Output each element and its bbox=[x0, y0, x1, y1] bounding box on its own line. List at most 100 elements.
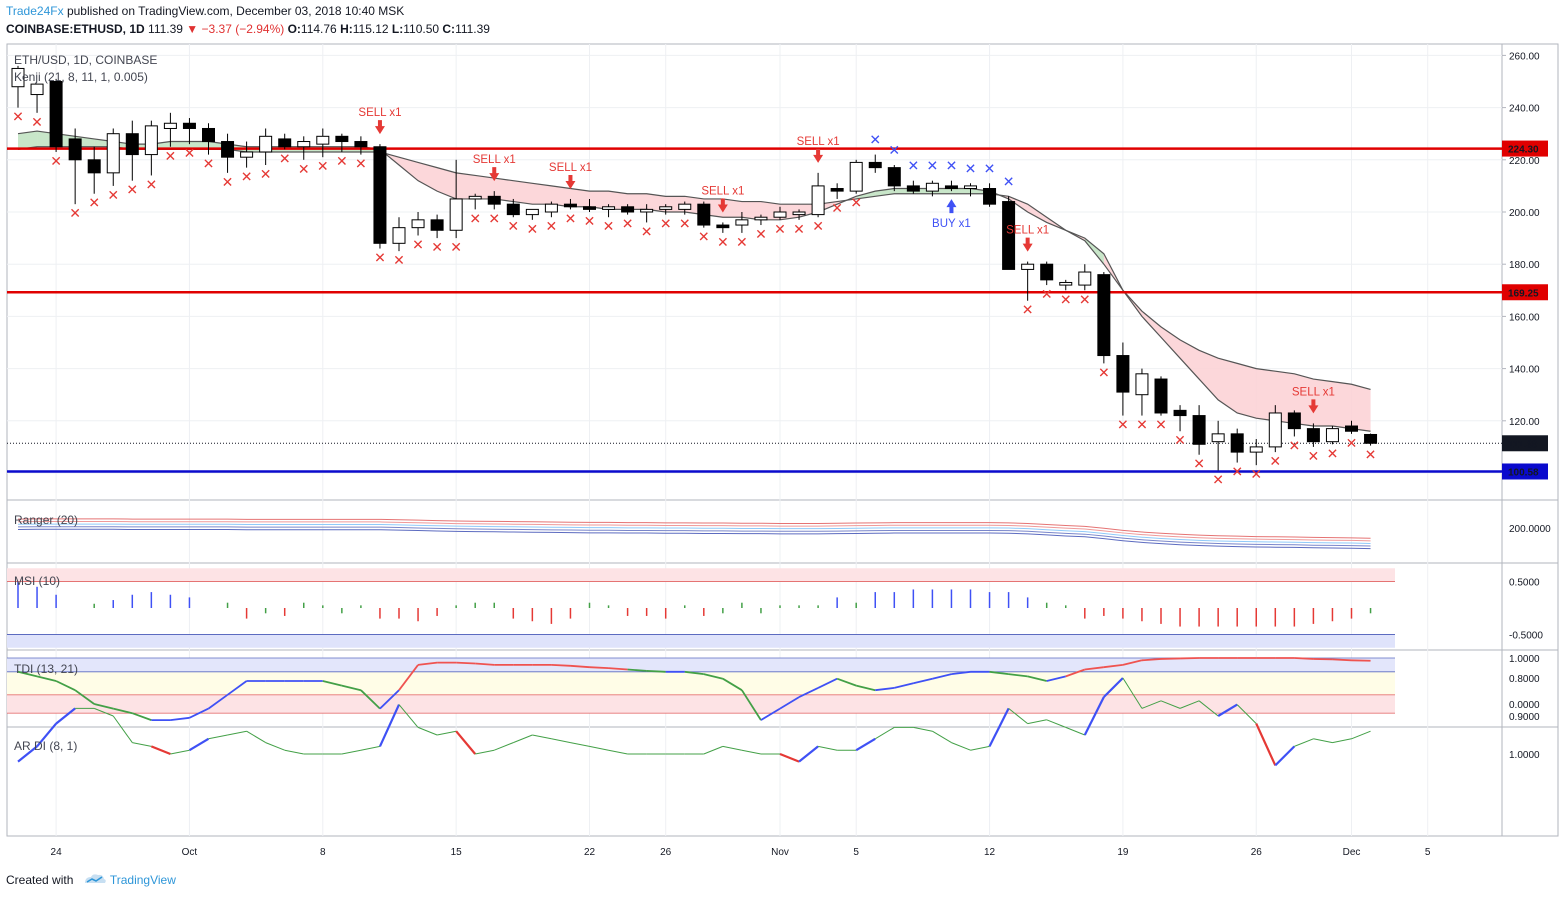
candle-body bbox=[106, 133, 120, 174]
sell-arrow-icon bbox=[717, 198, 728, 213]
sell-marker: ✕ bbox=[88, 196, 100, 212]
sell-arrow-icon bbox=[813, 148, 824, 163]
x-tick-label: 5 bbox=[853, 847, 859, 858]
ardi-segment bbox=[208, 734, 228, 740]
last-price: 111.39 bbox=[148, 22, 183, 36]
buy-marker: ✕ bbox=[965, 161, 977, 177]
buy-marker: ✕ bbox=[907, 159, 919, 175]
ranger-label: Ranger (20) bbox=[14, 513, 78, 527]
ardi-segment bbox=[608, 749, 628, 755]
sell-marker: ✕ bbox=[1117, 418, 1129, 434]
sell-marker: ✕ bbox=[793, 222, 805, 238]
msi-tick: 0.5000 bbox=[1509, 578, 1540, 589]
sell-marker: ✕ bbox=[507, 219, 519, 235]
candle-body bbox=[1211, 433, 1225, 443]
sell-marker: ✕ bbox=[736, 235, 748, 251]
ardi-segment bbox=[570, 742, 590, 747]
buy-marker: ✕ bbox=[869, 133, 881, 149]
sell-marker: ✕ bbox=[355, 157, 367, 173]
tdi-segment bbox=[551, 664, 571, 667]
buy-marker: ✕ bbox=[1003, 174, 1015, 190]
tdi-segment bbox=[875, 687, 895, 692]
sell-marker: ✕ bbox=[1288, 438, 1300, 454]
candle-body bbox=[944, 185, 958, 190]
ardi-segment bbox=[532, 734, 552, 740]
last-price-tag bbox=[1502, 435, 1548, 452]
ardi-segment bbox=[132, 742, 152, 747]
x-tick-label: Nov bbox=[771, 847, 789, 858]
ardi-segment bbox=[1274, 745, 1296, 767]
ardi-segment bbox=[1008, 708, 1028, 724]
ardi-segment bbox=[341, 749, 361, 755]
symbol: COINBASE:ETHUSD, 1D bbox=[6, 22, 145, 36]
y-tick-label: 160.00 bbox=[1509, 312, 1540, 323]
sell-signal-label: SELL x1 bbox=[701, 185, 744, 197]
tdi-segment bbox=[36, 675, 57, 682]
candle-body bbox=[1021, 263, 1035, 270]
ardi-tick: 0.8000 bbox=[1509, 674, 1540, 685]
high-value: 115.12 bbox=[352, 22, 389, 36]
ardi-segment bbox=[378, 704, 401, 747]
ranger-tick: 200.0000 bbox=[1509, 524, 1551, 535]
tdi-segment bbox=[1027, 675, 1047, 682]
candle-body bbox=[49, 81, 63, 148]
kenji-cloud bbox=[18, 131, 1371, 432]
tdi-segment bbox=[589, 666, 609, 670]
tdi-segment bbox=[475, 662, 495, 666]
tdi-segment bbox=[379, 689, 400, 710]
candle-body bbox=[11, 67, 25, 88]
ardi-segment bbox=[1027, 719, 1047, 725]
x-tick-label: 12 bbox=[984, 847, 996, 858]
candle-body bbox=[544, 203, 558, 213]
candle-body bbox=[87, 159, 101, 174]
candle-body bbox=[68, 138, 82, 161]
level-tag-100.58 bbox=[1502, 463, 1548, 480]
sell-marker: ✕ bbox=[1250, 467, 1262, 483]
y-tick-label: 200.00 bbox=[1509, 208, 1540, 219]
x-tick-label: 24 bbox=[51, 847, 63, 858]
tdi-segment bbox=[703, 673, 724, 680]
tradingview-logo-icon bbox=[77, 873, 110, 887]
sell-marker: ✕ bbox=[679, 217, 691, 233]
ardi-segment bbox=[932, 730, 952, 744]
sell-marker: ✕ bbox=[222, 175, 234, 191]
sell-marker: ✕ bbox=[717, 235, 729, 251]
candle-body bbox=[506, 203, 520, 216]
ardi-segment bbox=[150, 745, 171, 756]
candle-body bbox=[735, 219, 749, 226]
ardi-segment bbox=[1160, 700, 1181, 709]
ardi-segment bbox=[703, 745, 724, 755]
footer: Created with TradingView bbox=[6, 873, 176, 887]
y-tick-label: 120.00 bbox=[1509, 417, 1540, 428]
tdi-segment bbox=[360, 689, 381, 710]
sell-marker: ✕ bbox=[50, 154, 62, 170]
sell-marker: ✕ bbox=[1212, 472, 1224, 488]
tdi-segment bbox=[836, 677, 857, 687]
sell-signal-label: SELL x1 bbox=[797, 136, 840, 148]
sell-marker: ✕ bbox=[374, 251, 386, 267]
x-tick-label: 22 bbox=[584, 847, 596, 858]
candle-body bbox=[1002, 201, 1016, 270]
sell-marker: ✕ bbox=[546, 219, 558, 235]
x-tick-label: 19 bbox=[1117, 847, 1129, 858]
candle-body bbox=[297, 141, 311, 148]
publisher-name[interactable]: Trade24Fx bbox=[6, 4, 64, 18]
level-tag-224.30 bbox=[1502, 140, 1548, 157]
y-tick-label: 260.00 bbox=[1509, 51, 1540, 62]
ardi-segment bbox=[246, 730, 266, 744]
sell-marker: ✕ bbox=[1136, 418, 1148, 434]
ardi-segment bbox=[284, 749, 304, 755]
ardi-segment bbox=[741, 749, 762, 755]
publish-info: Trade24Fx published on TradingView.com, … bbox=[6, 4, 404, 18]
buy-signal-label: BUY x1 bbox=[932, 218, 971, 230]
sell-marker: ✕ bbox=[1308, 449, 1320, 465]
buy-marker: ✕ bbox=[984, 161, 996, 177]
sell-marker: ✕ bbox=[126, 183, 138, 199]
tdi-segment bbox=[341, 684, 362, 692]
sell-arrow-icon bbox=[565, 174, 576, 189]
tradingview-link[interactable]: TradingView bbox=[109, 873, 176, 887]
buy-arrow-icon bbox=[946, 199, 957, 214]
tdi-segment bbox=[417, 661, 438, 666]
ardi-segment bbox=[1046, 719, 1066, 728]
